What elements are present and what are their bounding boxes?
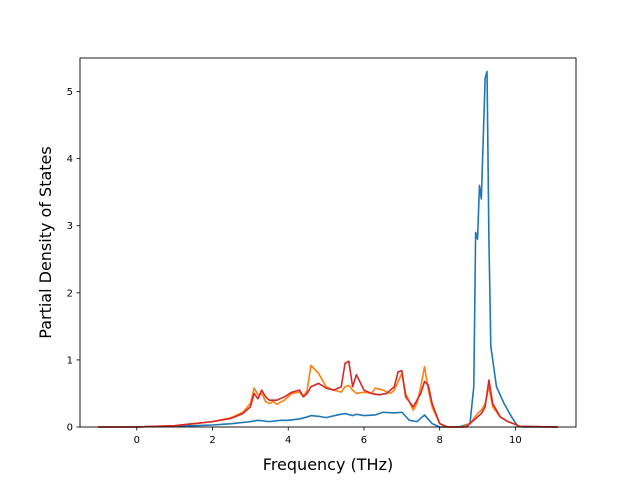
y-tick-label: 0 [67,423,73,434]
x-tick-label: 6 [361,435,367,446]
x-tick-label: 2 [209,435,215,446]
series-layer [98,70,558,428]
series-line-2 [98,364,558,428]
x-tick-label: 4 [285,435,291,446]
y-tick-label: 1 [67,355,73,366]
x-axis-ticks: 0 2 4 6 8 10 [134,427,522,446]
series-line-1 [98,70,558,428]
y-axis-ticks: 0 1 2 3 4 5 [67,87,80,434]
plot-area-background [80,58,576,427]
y-tick-label: 4 [67,154,73,165]
y-tick-label: 5 [67,87,73,98]
y-tick-label: 2 [67,288,73,299]
x-tick-label: 10 [509,435,522,446]
y-axis-label: Partial Density of States [36,146,55,338]
x-tick-label: 0 [134,435,140,446]
series-line-3 [98,360,558,428]
x-axis-label: Frequency (THz) [263,455,393,474]
plot-frame [79,57,577,428]
y-tick-label: 3 [67,221,73,232]
x-tick-label: 8 [437,435,443,446]
